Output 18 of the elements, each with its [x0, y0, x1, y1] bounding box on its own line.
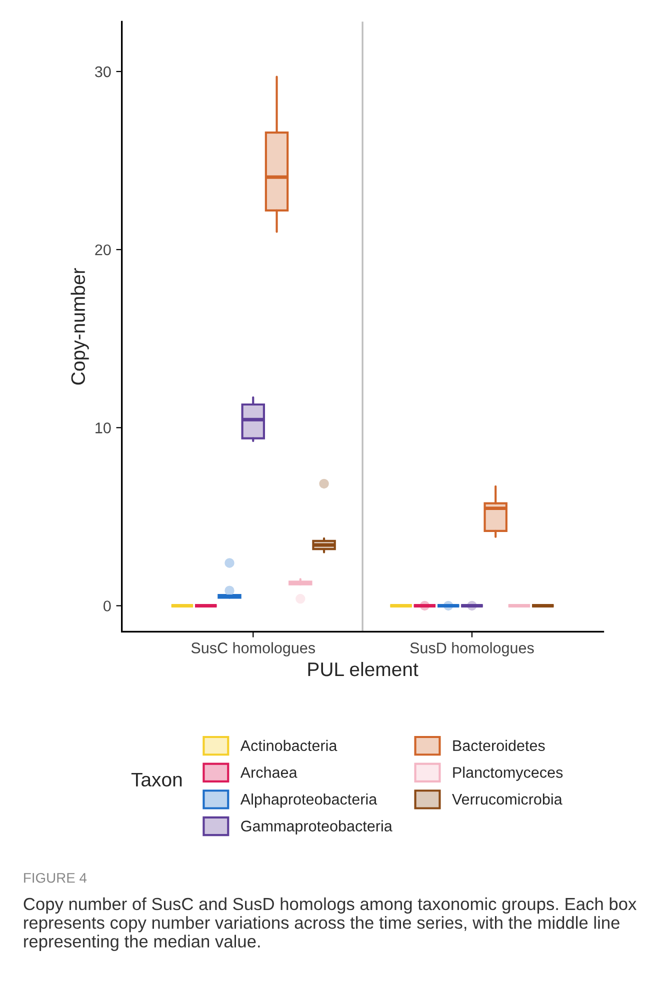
x-tick-label: SusC homologues — [191, 642, 315, 656]
legend-label: Bacteroidetes — [453, 740, 545, 752]
y-tick-label: 0 — [104, 600, 111, 612]
legend-label: Actinobacteria — [240, 740, 338, 752]
x-axis-title: PUL element — [308, 662, 418, 676]
legend-title: Taxon — [131, 772, 182, 787]
x-tick-label: SusD homologues — [410, 642, 534, 656]
legend-label: Planctomyceces — [453, 766, 563, 781]
y-tick-label: 10 — [96, 422, 111, 434]
y-tick-label: 20 — [95, 244, 111, 256]
y-tick-label: 30 — [95, 66, 111, 78]
legend-label: Archaea — [240, 766, 298, 778]
text: Copy number of SusC and SusD homologs among taxonomic groups. Each box represents copy number variations across the time series, with the middle line representing the median value. — [24, 897, 636, 951]
legend-label: Gammaproteobacteria — [241, 820, 392, 834]
caption: FIGURE 4 — [24, 872, 87, 883]
y-axis-title: Copy-number — [70, 268, 89, 385]
legend-label: Verrucomicrobia — [452, 793, 562, 805]
legend-label: Alphaproteobacteria — [240, 793, 378, 808]
